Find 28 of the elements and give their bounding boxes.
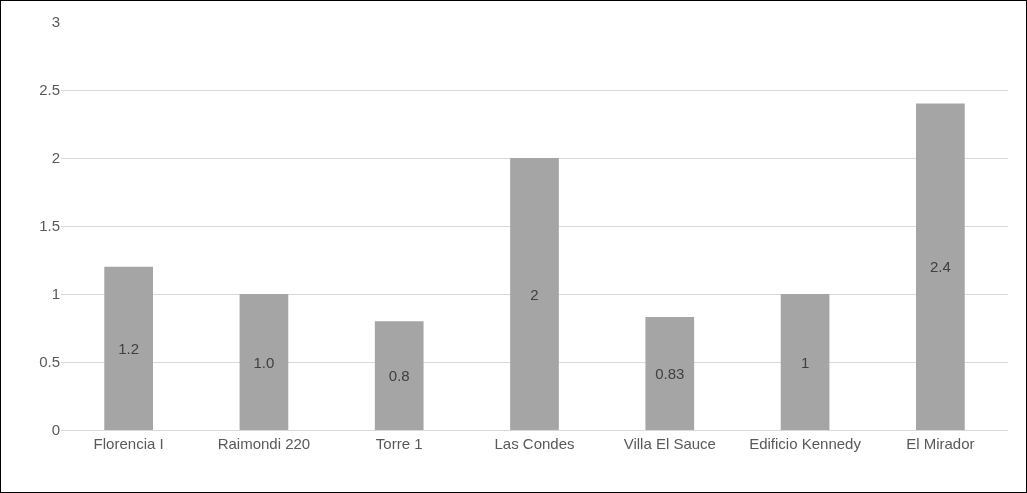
bar	[239, 294, 289, 430]
x-tick-label: Edificio Kennedy	[749, 435, 862, 452]
y-tick-label: 1	[51, 285, 60, 303]
x-tick-label: Villa El Sauce	[623, 435, 716, 452]
bar	[510, 158, 559, 430]
data-label: 1.0	[253, 353, 275, 371]
x-tick-label: Las Condes	[494, 435, 575, 452]
y-tick-label: 1.5	[39, 217, 60, 235]
x-tick-label: Raimondi 220	[217, 435, 311, 452]
data-label: 1	[800, 353, 810, 371]
bar	[374, 321, 424, 430]
bar	[104, 266, 153, 430]
x-tick-label: Torre 1	[375, 435, 423, 452]
bar	[645, 317, 695, 430]
bar	[780, 294, 830, 430]
data-label: 0.8	[388, 367, 410, 385]
y-tick-label: 3	[51, 13, 60, 31]
y-tick-label: 0	[51, 421, 60, 439]
data-label: 1.2	[118, 339, 140, 357]
bar	[916, 103, 965, 430]
x-tick-label: Florencia I	[93, 435, 164, 452]
y-tick-label: 2	[51, 149, 60, 167]
data-label: 0.83	[655, 365, 685, 383]
data-label: 2.4	[929, 258, 951, 276]
y-tick-label: 0.5	[39, 353, 60, 371]
y-tick-label: 2.5	[39, 81, 60, 99]
x-tick-label: El Mirador	[906, 435, 975, 452]
data-label: 2	[530, 285, 539, 303]
